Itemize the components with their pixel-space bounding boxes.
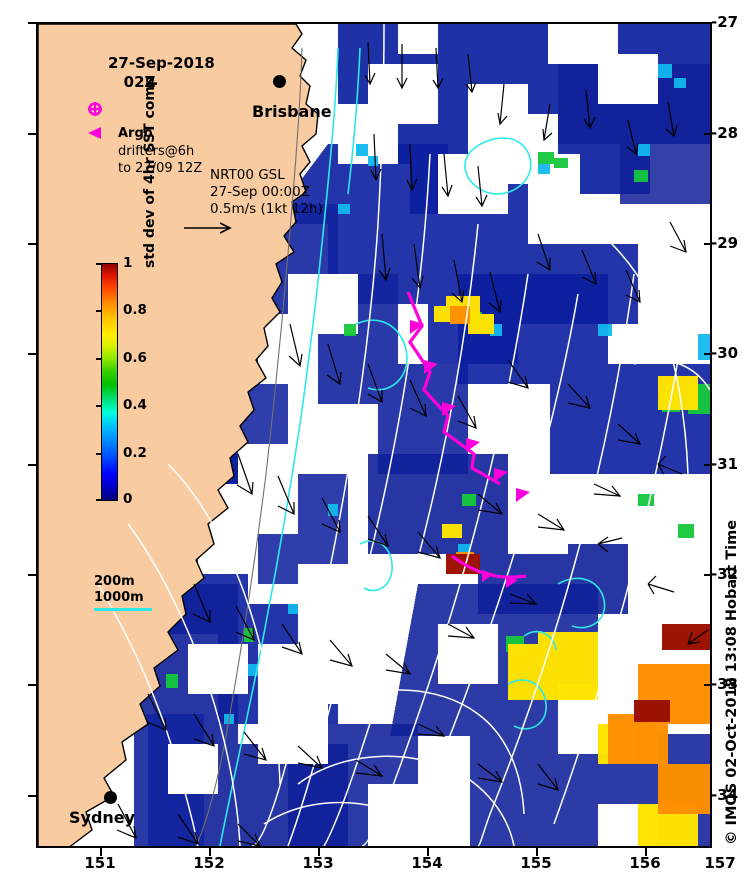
colorbar-tick <box>96 405 102 407</box>
y-tick-label: -28 <box>711 124 739 142</box>
x-tick-label: 151 <box>84 854 116 872</box>
map-plot-frame[interactable]: 27-Sep-2018 02Z Brisbane Sydney Argo dri… <box>36 22 712 848</box>
y-tick-mark <box>28 133 36 135</box>
x-tick-label: 154 <box>411 854 443 872</box>
y-tick-mark <box>28 353 36 355</box>
colorbar[interactable]: 1 0.8 0.6 0.4 0.2 0 <box>96 255 147 507</box>
y-tick-mark <box>28 574 36 576</box>
y-tick-mark <box>28 464 36 466</box>
land-polygon <box>38 24 319 846</box>
drifter-arrowheads <box>410 320 530 588</box>
depth-contour-legend: 200m 1000m <box>94 574 144 605</box>
y-tick-label: -33 <box>711 675 739 693</box>
argo-legend-label: Argo <box>118 126 153 141</box>
colorbar-label-06: 0.6 <box>123 350 147 366</box>
map-canvas[interactable] <box>38 24 710 846</box>
colorbar-tick <box>96 358 102 360</box>
colorbar-tick <box>96 310 102 312</box>
y-tick-label: -32 <box>711 565 739 583</box>
isobath-200m <box>195 47 303 846</box>
colorbar-tick <box>96 453 102 455</box>
colorbar-title: std dev of 4hr SST comp <box>142 76 158 268</box>
y-tick-label: -27 <box>711 13 739 31</box>
x-tick-label: 156 <box>629 854 661 872</box>
x-tick-label: 153 <box>302 854 334 872</box>
date-stamp: 27-Sep-2018 02Z <box>108 54 215 91</box>
y-tick-label: -31 <box>711 455 739 473</box>
gsl-annotation: NRT00 GSL 27-Sep 00:00Z 0.5m/s (1kt 12h) <box>210 167 323 217</box>
y-tick-mark <box>28 22 36 24</box>
y-tick-mark <box>28 795 36 797</box>
colorbar-gradient <box>101 263 118 501</box>
x-tick-mark <box>100 848 102 856</box>
colorbar-label-02: 0.2 <box>123 445 147 461</box>
x-tick-mark <box>209 848 211 856</box>
y-tick-label: -30 <box>711 344 739 362</box>
city-label-brisbane: Brisbane <box>252 102 332 121</box>
sydney-marker <box>104 791 117 804</box>
x-tick-mark <box>536 848 538 856</box>
y-tick-mark <box>28 684 36 686</box>
colorbar-tick <box>96 263 102 265</box>
colorbar-label-1: 1 <box>123 255 133 271</box>
x-tick-mark <box>427 848 429 856</box>
drifters-legend-label: drifters@6h to 27/09 12Z <box>118 144 203 176</box>
x-tick-mark <box>645 848 647 856</box>
x-tick-label: 157 <box>704 854 736 872</box>
ssh-contours <box>97 24 710 846</box>
x-tick-label: 152 <box>193 854 225 872</box>
y-tick-label: -29 <box>711 234 739 252</box>
colorbar-label-0: 0 <box>123 491 133 507</box>
x-tick-label: 155 <box>520 854 552 872</box>
colorbar-label-08: 0.8 <box>123 302 147 318</box>
velocity-vectors <box>116 41 709 846</box>
city-label-sydney: Sydney <box>69 808 136 827</box>
x-tick-mark <box>318 848 320 856</box>
y-tick-label: -34 <box>711 786 739 804</box>
colorbar-tick <box>96 499 102 501</box>
colorbar-label-04: 0.4 <box>123 397 147 413</box>
depth-1000m-colour-rule <box>94 608 152 611</box>
y-tick-mark <box>28 243 36 245</box>
velocity-scale-arrow-icon <box>184 222 232 234</box>
brisbane-marker <box>273 75 286 88</box>
drifter-marker-icon <box>88 127 101 139</box>
imos-credit: © IMOS 02-Oct-2018 13:08 Hobart Time <box>724 519 740 845</box>
argo-marker-icon <box>88 102 102 116</box>
